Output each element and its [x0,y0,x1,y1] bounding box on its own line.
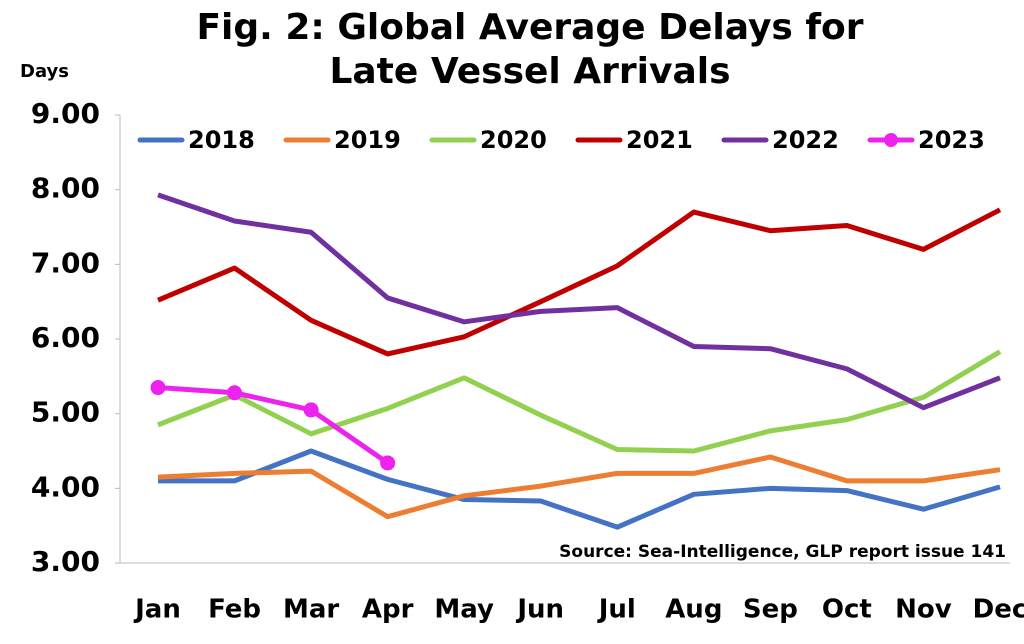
series-line [157,192,1001,411]
series-line [158,448,1001,530]
x-tick-label: May [434,595,494,625]
x-tick-label: Mar [283,595,339,625]
series-marker [227,385,243,401]
series-marker [380,455,396,471]
series-line [157,454,1001,520]
series-marker [150,380,166,396]
legend-label: 2018 [188,126,255,154]
x-tick-label: Sep [743,595,798,625]
x-tick-label: Oct [822,595,872,625]
legend-label: 2021 [626,126,693,154]
source-note: Source: Sea-Intelligence, GLP report iss… [559,542,1006,562]
legend-marker [884,133,898,147]
x-tick-label: Jun [515,595,564,625]
legend-label: 2023 [918,126,985,154]
y-tick-label: 6.00 [31,321,100,354]
series-line [157,207,1002,357]
legend-label: 2022 [772,126,839,154]
x-tick-label: Apr [362,595,414,625]
y-tick-label: 9.00 [31,97,100,130]
series-line [157,349,1002,454]
y-tick-label: 7.00 [31,246,100,279]
series-marker [303,402,319,418]
x-tick-label: Feb [208,595,261,625]
x-tick-label: Dec [973,595,1024,625]
y-tick-label: 3.00 [31,545,100,578]
x-tick-label: Aug [665,595,722,625]
y-tick-label: 4.00 [31,470,100,503]
y-tick-label: 8.00 [31,172,100,205]
legend-label: 2020 [480,126,547,154]
x-tick-label: Jul [597,595,636,625]
chart-title: Fig. 2: Global Average Delays for Late V… [196,7,864,92]
legend-label: 2019 [334,126,401,154]
x-tick-label: Jan [133,595,181,625]
y-tick-label: 5.00 [31,396,100,429]
series-line [157,385,390,466]
x-tick-label: Nov [895,595,952,625]
y-axis-label: Days [20,61,69,82]
